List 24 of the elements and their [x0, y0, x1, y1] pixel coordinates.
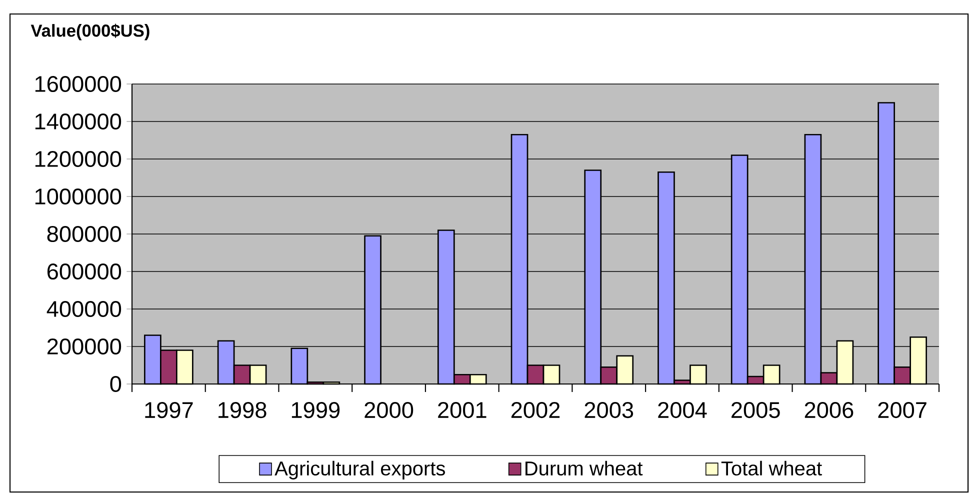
y-tick-label: 1400000 [35, 113, 122, 130]
y-tick-label: 200000 [47, 338, 122, 355]
legend-label: Agricultural exports [274, 460, 445, 480]
y-tick-label: 800000 [47, 226, 122, 242]
x-tick-label: 2003 [584, 402, 634, 418]
y-tick-label: 1600000 [35, 76, 122, 92]
legend-label: Durum wheat [526, 460, 643, 476]
x-tick-label: 1999 [292, 402, 340, 418]
x-tick-label: 2001 [438, 402, 486, 418]
y-tick-label: 0 [110, 376, 122, 392]
y-tick-label: 1000000 [35, 188, 122, 205]
x-tick-label: 1998 [218, 402, 266, 418]
x-tick-label: 2007 [878, 402, 926, 418]
text: Value(000$US) [30, 24, 150, 40]
y-tick-label: 600000 [47, 263, 122, 280]
x-tick-label: 2005 [732, 402, 780, 418]
x-tick-label: 1997 [145, 402, 193, 418]
x-tick-label: 2002 [511, 402, 560, 418]
x-tick-label: 2006 [804, 402, 854, 418]
y-tick-label: 400000 [46, 300, 122, 318]
x-tick-label: 2000 [364, 402, 414, 418]
y-tick-label: 1200000 [35, 150, 122, 168]
legend-label: Total wheat [721, 460, 822, 476]
x-tick-label: 2004 [658, 402, 707, 418]
